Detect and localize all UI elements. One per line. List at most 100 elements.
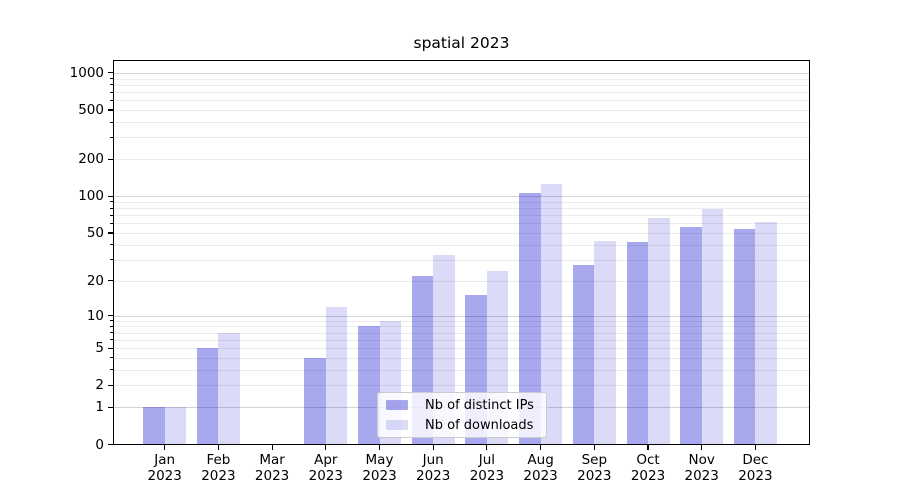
- x-tick-label-jan: Jan 2023: [147, 451, 182, 484]
- legend-item-downloads: Nb of downloads: [386, 417, 538, 433]
- gridline-minor: [113, 357, 810, 359]
- y-tick-mark-minor: [110, 325, 113, 327]
- x-tick-mark: [754, 444, 756, 450]
- bar-nb-of-downloads-feb: [218, 332, 240, 445]
- bar-nb-of-distinct-ips-jan: [143, 407, 165, 445]
- y-tick-mark: [108, 443, 113, 446]
- gridline-major: [113, 315, 810, 317]
- x-tick-mark: [378, 444, 381, 450]
- x-tick-mark: [593, 444, 595, 450]
- gridline-minor: [113, 78, 810, 80]
- y-tick-mark-minor: [110, 320, 113, 322]
- y-tick-mark-minor: [110, 207, 113, 209]
- y-tick-mark: [108, 195, 113, 197]
- gridline-minor: [113, 208, 810, 210]
- y-tick-mark-minor: [110, 347, 113, 349]
- gridline-minor: [113, 326, 810, 328]
- x-tick-mark: [432, 444, 434, 450]
- bar-nb-of-downloads-dec: [755, 221, 777, 445]
- y-tick-mark-minor: [110, 280, 113, 282]
- gridline-major: [113, 196, 810, 198]
- y-tick-label: 10: [86, 307, 104, 324]
- legend-swatch-downloads: [386, 420, 408, 430]
- gridline-minor: [113, 244, 810, 246]
- bar-nb-of-distinct-ips-apr: [304, 357, 326, 445]
- gridline-minor: [113, 339, 810, 341]
- y-tick-label: 500: [78, 102, 104, 119]
- gridline-minor: [113, 223, 810, 225]
- bar-nb-of-downloads-apr: [325, 306, 348, 445]
- bar-nb-of-downloads-oct: [648, 218, 670, 445]
- bar-nb-of-distinct-ips-dec: [733, 228, 756, 445]
- y-tick-mark-minor: [110, 339, 113, 341]
- bar-nb-of-distinct-ips-may: [358, 326, 380, 445]
- y-tick-mark-minor: [110, 91, 113, 93]
- bar-nb-of-distinct-ips-nov: [680, 227, 702, 445]
- chart-title: spatial 2023: [413, 34, 510, 52]
- y-tick-mark-minor: [110, 158, 113, 160]
- gridline-minor: [113, 232, 810, 234]
- x-tick-mark: [271, 444, 273, 450]
- bar-nb-of-downloads-aug: [540, 183, 563, 445]
- y-tick-label: 50: [86, 224, 104, 241]
- x-tick-mark: [325, 444, 327, 450]
- legend-label-downloads: Nb of downloads: [425, 417, 534, 433]
- x-tick-label-nov: Nov 2023: [684, 451, 719, 484]
- legend-item-distinct-ips: Nb of distinct IPs: [386, 397, 538, 413]
- y-tick-mark: [108, 72, 113, 74]
- gridline-minor: [113, 201, 810, 203]
- y-tick-mark-minor: [110, 384, 113, 386]
- x-tick-mark: [701, 444, 703, 450]
- y-tick-mark-minor: [110, 357, 113, 359]
- x-tick-mark: [647, 444, 649, 450]
- bar-nb-of-distinct-ips-aug: [519, 192, 541, 445]
- gridline-minor: [113, 215, 810, 217]
- gridline-minor: [113, 320, 810, 322]
- bar-nb-of-downloads-sep: [594, 240, 616, 445]
- x-tick-mark: [164, 444, 166, 450]
- y-tick-mark-minor: [110, 222, 113, 224]
- x-tick-label-dec: Dec 2023: [738, 451, 773, 484]
- gridline-minor: [113, 385, 810, 387]
- gridline-major: [113, 72, 810, 74]
- x-tick-label-jul: Jul 2023: [469, 451, 505, 484]
- gridline-minor: [113, 92, 810, 93]
- x-tick-label-feb: Feb 2023: [201, 451, 236, 484]
- y-tick-mark-minor: [110, 84, 113, 86]
- y-tick-mark-minor: [110, 259, 113, 261]
- x-tick-label-may: May 2023: [362, 451, 397, 484]
- y-tick-label: 1: [95, 399, 104, 416]
- gridline-minor: [113, 280, 810, 282]
- plot-area: [113, 60, 810, 445]
- y-tick-mark-minor: [110, 136, 113, 138]
- y-tick-mark-minor: [110, 99, 113, 101]
- gridline-minor: [113, 332, 810, 334]
- y-tick-mark-minor: [110, 332, 113, 334]
- y-tick-label: 0: [95, 436, 104, 453]
- x-tick-label-oct: Oct 2023: [630, 451, 666, 484]
- gridline-minor: [113, 110, 810, 112]
- gridline-minor: [113, 137, 810, 139]
- gridline-minor: [113, 259, 810, 261]
- gridline-minor: [113, 159, 810, 161]
- x-tick-label-jun: Jun 2023: [416, 451, 451, 484]
- gridline-minor: [113, 100, 810, 102]
- legend-label-distinct-ips: Nb of distinct IPs: [425, 397, 534, 413]
- x-tick-mark: [217, 444, 219, 450]
- y-tick-label: 2: [95, 377, 104, 394]
- y-tick-label: 1000: [69, 64, 104, 81]
- y-tick-label: 100: [78, 188, 104, 205]
- x-tick-label-sep: Sep 2023: [577, 451, 612, 484]
- y-tick-mark-minor: [110, 78, 113, 79]
- y-tick-mark-minor: [110, 201, 113, 203]
- x-tick-mark: [486, 444, 488, 450]
- x-tick-label-aug: Aug 2023: [523, 451, 558, 484]
- bar-nb-of-distinct-ips-oct: [626, 242, 648, 445]
- y-tick-mark-minor: [110, 369, 113, 371]
- bar-nb-of-downloads-jan: [164, 407, 187, 445]
- y-tick-mark-minor: [110, 214, 113, 216]
- gridline-minor: [113, 122, 810, 124]
- gridline-minor: [113, 369, 810, 371]
- gridline-minor: [113, 348, 810, 350]
